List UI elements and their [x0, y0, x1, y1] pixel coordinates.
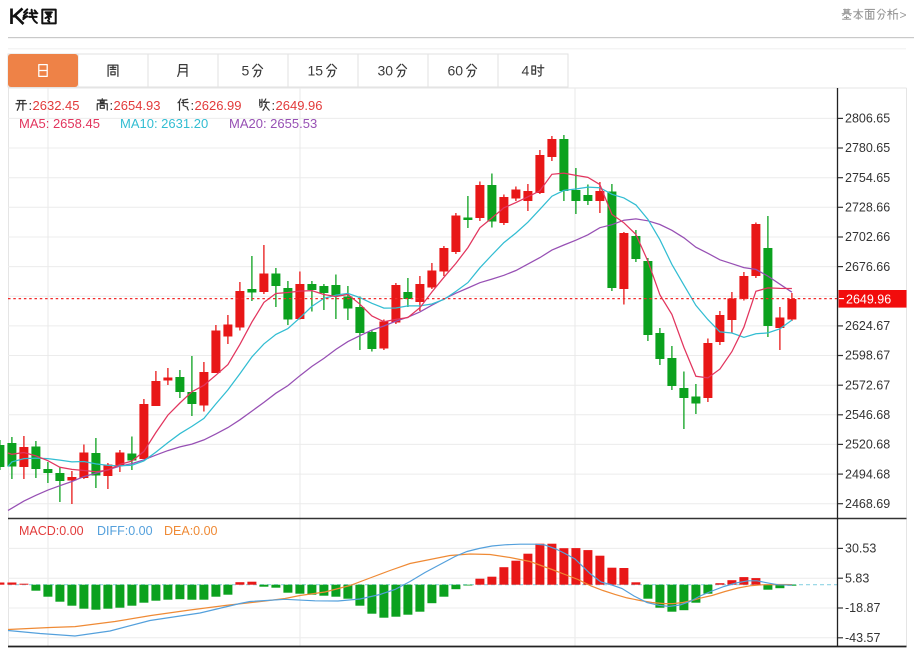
svg-text:5: 5 [242, 63, 250, 79]
svg-text:DIFF:0.00: DIFF:0.00 [97, 524, 153, 538]
svg-text::: : [29, 98, 33, 113]
svg-text:30: 30 [378, 63, 394, 79]
svg-text::: : [272, 98, 276, 113]
svg-text:>: > [900, 8, 907, 22]
svg-text::: : [110, 98, 114, 113]
svg-text:15: 15 [308, 63, 324, 79]
svg-text:2624.67: 2624.67 [845, 319, 890, 333]
svg-text:60: 60 [448, 63, 464, 79]
svg-text:2632.45: 2632.45 [33, 98, 80, 113]
svg-text::: : [191, 98, 195, 113]
svg-text:2702.66: 2702.66 [845, 230, 890, 244]
svg-text:2754.65: 2754.65 [845, 171, 890, 185]
svg-text:5.83: 5.83 [845, 571, 869, 585]
svg-text:2806.65: 2806.65 [845, 112, 890, 126]
svg-text:2626.99: 2626.99 [195, 98, 242, 113]
svg-text:MA20: 2655.53: MA20: 2655.53 [229, 116, 317, 131]
svg-text:2654.93: 2654.93 [114, 98, 161, 113]
svg-text:DEA:0.00: DEA:0.00 [164, 524, 218, 538]
svg-text:2494.68: 2494.68 [845, 467, 890, 481]
svg-text:MA5: 2658.45: MA5: 2658.45 [19, 116, 100, 131]
svg-text:2676.66: 2676.66 [845, 260, 890, 274]
svg-text:2468.69: 2468.69 [845, 497, 890, 511]
svg-text:MACD:0.00: MACD:0.00 [19, 524, 84, 538]
svg-text:2598.67: 2598.67 [845, 349, 890, 363]
svg-text:2546.68: 2546.68 [845, 408, 890, 422]
svg-text:2649.96: 2649.96 [846, 292, 891, 306]
svg-text:30.53: 30.53 [845, 542, 876, 556]
svg-text:2649.96: 2649.96 [276, 98, 323, 113]
svg-text:-18.87: -18.87 [845, 601, 880, 615]
svg-text:4: 4 [522, 63, 530, 79]
svg-text:2780.65: 2780.65 [845, 141, 890, 155]
svg-text:2572.67: 2572.67 [845, 378, 890, 392]
svg-text:MA10: 2631.20: MA10: 2631.20 [120, 116, 208, 131]
svg-text:2520.68: 2520.68 [845, 438, 890, 452]
svg-text:-43.57: -43.57 [845, 631, 880, 645]
svg-text:2728.66: 2728.66 [845, 201, 890, 215]
